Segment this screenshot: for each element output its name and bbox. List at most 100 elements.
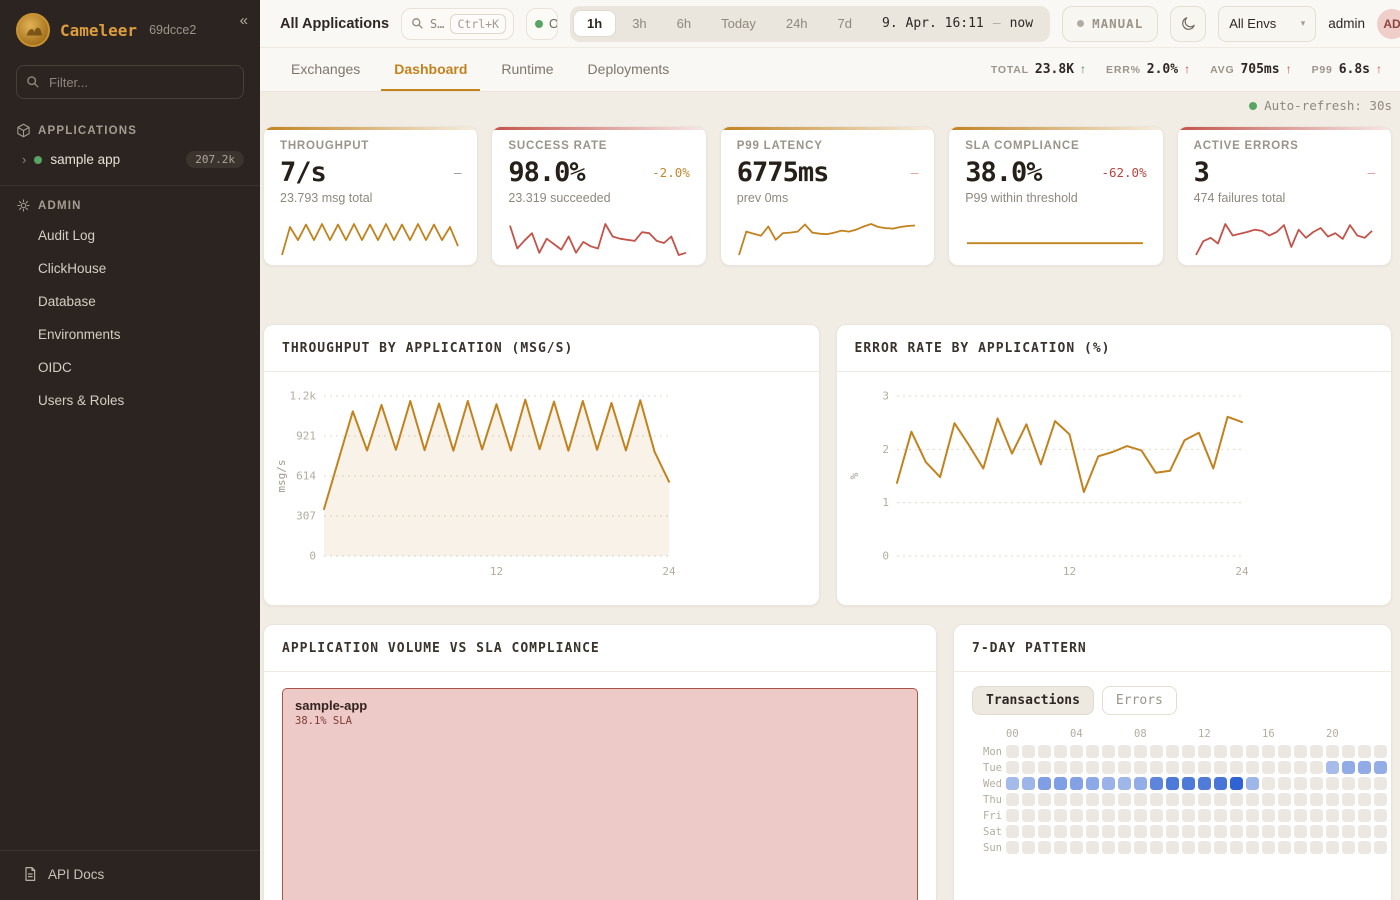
sidebar-item-audit-log[interactable]: Audit Log <box>38 228 96 243</box>
kpi-subtext: 23.793 msg total <box>280 191 373 205</box>
tab-dashboard[interactable]: Dashboard <box>381 48 481 91</box>
app-name: sample app <box>50 152 121 167</box>
time-range-7d[interactable]: 7d <box>824 10 866 37</box>
heatmap-cell <box>1310 777 1323 790</box>
kpi-sparkline <box>509 223 687 256</box>
kpi-sparkline <box>737 223 915 256</box>
heatmap-cell <box>1182 825 1195 838</box>
heatmap-cell <box>1038 761 1051 774</box>
tab-runtime[interactable]: Runtime <box>488 48 566 91</box>
search-box[interactable]: S… Ctrl+K <box>401 7 515 40</box>
heatmap-cell <box>1006 793 1019 806</box>
heatmap-cell <box>1374 841 1387 854</box>
heatmap-cell <box>1054 745 1067 758</box>
kpi-card-p99-latency[interactable]: P99 LATENCY 6775ms – prev 0ms <box>719 126 936 266</box>
heatmap-cell <box>1006 745 1019 758</box>
sidebar-collapse-icon[interactable]: « <box>239 12 248 29</box>
env-select-value: All Envs <box>1229 16 1277 31</box>
time-range-24h[interactable]: 24h <box>772 10 822 37</box>
pattern-toggle-errors[interactable]: Errors <box>1101 686 1177 715</box>
tab-exchanges[interactable]: Exchanges <box>278 48 373 91</box>
heatmap-cell <box>1150 841 1163 854</box>
heatmap-cell <box>1054 793 1067 806</box>
heatmap-cell <box>1326 841 1339 854</box>
kpi-card-throughput[interactable]: THROUGHPUT 7/s – 23.793 msg total <box>263 126 479 266</box>
heatmap-cell <box>1150 809 1163 822</box>
trend-arrow-icon: ↑ <box>1376 62 1382 76</box>
sidebar-item-sample-app[interactable]: › sample app 207.2k <box>0 144 260 175</box>
dark-mode-toggle[interactable] <box>1170 5 1207 42</box>
sidebar-item-environments[interactable]: Environments <box>38 327 121 342</box>
auto-refresh-label: Auto-refresh: 30s <box>1264 98 1392 113</box>
heatmap-cell <box>1278 809 1291 822</box>
trend-arrow-icon: ↑ <box>1080 62 1087 76</box>
kpi-card-success-rate[interactable]: SUCCESS RATE 98.0% -2.0% 23.319 succeeded <box>491 126 707 266</box>
tabs: Exchanges Dashboard Runtime Deployments <box>278 48 682 91</box>
heatmap-cell <box>1310 825 1323 838</box>
sidebar-item-clickhouse[interactable]: ClickHouse <box>38 261 107 276</box>
admin-section-header: ADMIN <box>0 190 260 219</box>
chart-title: 7-DAY PATTERN <box>972 641 1087 656</box>
heatmap-cell <box>1102 809 1115 822</box>
heatmap-cell <box>1342 761 1355 774</box>
heatmap-cell <box>1070 841 1083 854</box>
heatmap-cell <box>1118 777 1131 790</box>
sidebar-item-oidc[interactable]: OIDC <box>38 360 72 375</box>
heatmap-cell <box>1054 761 1067 774</box>
svg-text:0: 0 <box>309 550 316 563</box>
heatmap-cell <box>1070 761 1083 774</box>
chevron-right-icon[interactable]: › <box>22 152 27 167</box>
kpi-card-active-errors[interactable]: ACTIVE ERRORS 3–474 failures total <box>1176 126 1392 266</box>
hour-label: 12 <box>1198 728 1211 740</box>
kpi-card-sla-compliance[interactable]: SLA COMPLIANCE 38.0% -62.0% P99 within thre… <box>948 126 1164 266</box>
svg-text:1.2k: 1.2k <box>290 390 317 403</box>
stat-value: 6.8s <box>1338 62 1370 77</box>
time-range-1h[interactable]: 1h <box>573 10 617 37</box>
kpi-row: THROUGHPUT 7/s – 23.793 msg total SUCCESS RA… <box>263 126 1392 266</box>
svg-text:1: 1 <box>882 496 889 509</box>
gear-icon <box>17 199 30 212</box>
page-title: All Applications <box>280 15 390 32</box>
heatmap-cell <box>1150 825 1163 838</box>
heatmap-cell <box>1358 777 1371 790</box>
treemap-node-sla: 38.1% SLA <box>295 715 352 727</box>
heatmap-cell <box>1374 825 1387 838</box>
heatmap-cell <box>1374 745 1387 758</box>
pattern-toggle-transactions[interactable]: Transactions <box>972 686 1094 715</box>
tab-deployments[interactable]: Deployments <box>575 48 683 91</box>
date-range-display[interactable]: 9. Apr. 16:11 — now <box>866 16 1047 31</box>
time-range-6h[interactable]: 6h <box>663 10 705 37</box>
heatmap-cell <box>1230 825 1243 838</box>
env-select[interactable]: All Envs ▾ <box>1218 5 1317 42</box>
kpi-subtext: P99 within threshold <box>965 191 1078 205</box>
time-range-3h[interactable]: 3h <box>618 10 660 37</box>
manual-mode-button[interactable]: MANUAL <box>1062 5 1159 42</box>
kpi-sparkline <box>281 223 459 256</box>
heatmap-cell <box>1054 809 1067 822</box>
kpi-subtext: prev 0ms <box>736 191 789 205</box>
heatmap-cell <box>1374 761 1387 774</box>
heatmap-cell <box>1214 761 1227 774</box>
heatmap-cell <box>1326 809 1339 822</box>
date-range-from: 9. Apr. 16:11 <box>882 16 984 31</box>
sidebar-item-database[interactable]: Database <box>38 294 96 309</box>
time-range-today[interactable]: Today <box>707 10 770 37</box>
heatmap-cell <box>1262 745 1275 758</box>
throughput-chart[interactable]: 0 307 614 921 1.2k 12 24 msg/s <box>272 384 692 596</box>
avatar[interactable]: AD <box>1377 8 1400 39</box>
heatmap-cell <box>1054 825 1067 838</box>
online-indicator[interactable]: O <box>526 7 559 40</box>
heatmap: 00 04 08 12 16 20 Mon Tue Wed Thu Fri Sat Sun <box>972 728 1387 854</box>
sidebar-item-users-roles[interactable]: Users & Roles <box>38 393 125 408</box>
filter-input[interactable] <box>16 65 244 99</box>
sidebar-header: Cameleer 69dcce2 <box>0 0 260 57</box>
heatmap-cell <box>1134 841 1147 854</box>
online-label: O <box>549 16 559 31</box>
stat-value: 2.0% <box>1146 62 1179 77</box>
heatmap-cell <box>1070 825 1083 838</box>
kpi-value-row: 7/s – <box>280 157 461 188</box>
svg-text:24: 24 <box>662 565 676 578</box>
treemap-node-sample-app[interactable]: sample-app 38.1% SLA <box>282 688 918 900</box>
sidebar-item-api-docs[interactable]: API Docs <box>0 850 260 900</box>
